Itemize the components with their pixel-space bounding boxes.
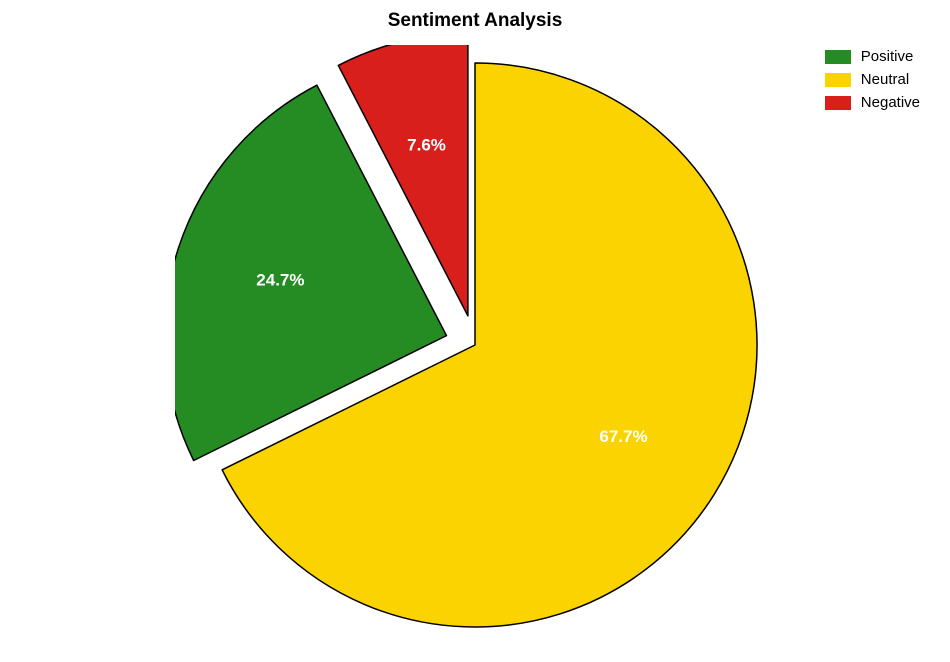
legend-item-neutral: Neutral — [825, 71, 920, 88]
legend-label: Positive — [861, 48, 914, 65]
legend-label: Negative — [861, 94, 920, 111]
pie-chart: Sentiment Analysis 67.7% 24.7% 7.6% Positi… — [0, 0, 950, 662]
chart-title: Sentiment Analysis — [0, 10, 950, 32]
legend-swatch — [825, 73, 851, 87]
legend-swatch — [825, 96, 851, 110]
pie-label-negative: 7.6% — [407, 135, 446, 154]
pie-svg: 67.7% 24.7% 7.6% — [175, 45, 775, 645]
legend: Positive Neutral Negative — [825, 48, 920, 117]
pie-label-neutral: 67.7% — [599, 427, 647, 446]
pie-label-positive: 24.7% — [256, 271, 304, 290]
legend-swatch — [825, 50, 851, 64]
legend-label: Neutral — [861, 71, 909, 88]
legend-item-positive: Positive — [825, 48, 920, 65]
legend-item-negative: Negative — [825, 94, 920, 111]
